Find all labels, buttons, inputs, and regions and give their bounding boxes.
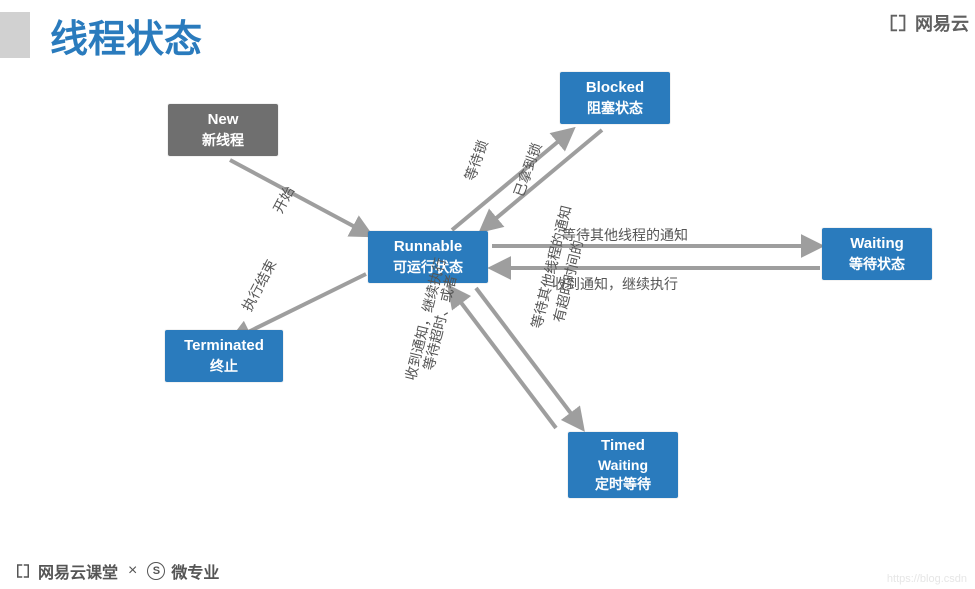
separator-x: ×	[128, 562, 137, 580]
node-blocked: Blocked阻塞状态	[560, 72, 670, 124]
brand-logo-top-text: 网易云	[915, 10, 969, 36]
edge-label: 开始	[268, 183, 299, 217]
brand-logo-top: 网易云	[887, 10, 969, 36]
page-title: 线程状态	[50, 8, 202, 63]
node-terminated: Terminated终止	[165, 330, 283, 382]
edge-label: 等待锁	[460, 137, 493, 183]
circle-s-icon: S	[147, 562, 165, 580]
brand-logo-bottom-left: 网易云课堂	[38, 559, 118, 583]
brand-logo-bottom: 网易云课堂 × S 微专业	[14, 559, 219, 583]
node-timed: TimedWaiting定时等待	[568, 432, 678, 498]
node-new: New新线程	[168, 104, 278, 156]
edges-layer	[0, 0, 975, 589]
brand-logo-bottom-right: 微专业	[171, 559, 219, 583]
book-icon	[887, 12, 909, 34]
edge-label: 已拿到锁	[509, 140, 547, 199]
node-waiting: Waiting等待状态	[822, 228, 932, 280]
edge-label: 执行结束	[237, 256, 281, 315]
watermark: https://blog.csdn	[887, 573, 967, 585]
title-accent-bar	[0, 12, 30, 58]
book-icon	[14, 562, 32, 580]
